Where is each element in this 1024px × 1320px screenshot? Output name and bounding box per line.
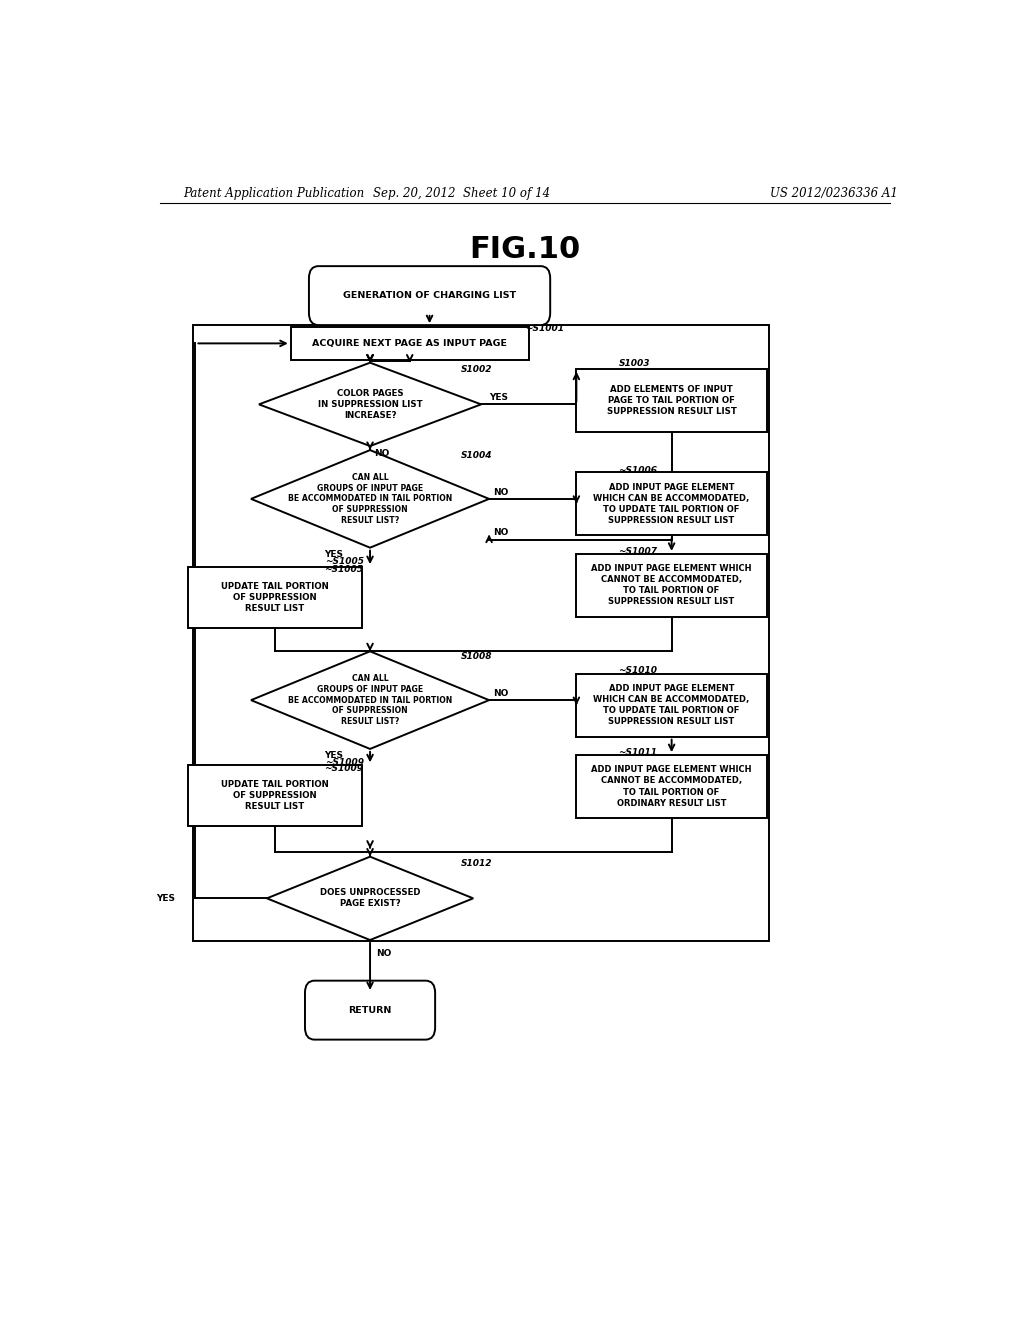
Text: CAN ALL
GROUPS OF INPUT PAGE
BE ACCOMMODATED IN TAIL PORTION
OF SUPPRESSION
RESU: CAN ALL GROUPS OF INPUT PAGE BE ACCOMMOD… xyxy=(288,675,453,726)
Text: DOES UNPROCESSED
PAGE EXIST?: DOES UNPROCESSED PAGE EXIST? xyxy=(319,888,420,908)
Text: FIG.10: FIG.10 xyxy=(469,235,581,264)
FancyBboxPatch shape xyxy=(577,673,767,737)
Text: NO: NO xyxy=(377,949,392,958)
FancyBboxPatch shape xyxy=(187,766,362,826)
Text: Sep. 20, 2012  Sheet 10 of 14: Sep. 20, 2012 Sheet 10 of 14 xyxy=(373,187,550,201)
Text: ~S1010: ~S1010 xyxy=(618,667,657,675)
Text: ~S1001: ~S1001 xyxy=(524,323,564,333)
Text: S1008: S1008 xyxy=(461,652,493,661)
Text: ~S1009: ~S1009 xyxy=(324,764,364,772)
Text: ~S1009: ~S1009 xyxy=(325,758,364,767)
Text: NO: NO xyxy=(374,449,389,458)
Text: NO: NO xyxy=(494,488,509,498)
FancyBboxPatch shape xyxy=(309,267,550,325)
FancyBboxPatch shape xyxy=(291,326,528,360)
Polygon shape xyxy=(251,651,489,748)
Text: RETURN: RETURN xyxy=(348,1006,392,1015)
Text: ~S1005: ~S1005 xyxy=(324,565,364,573)
Text: YES: YES xyxy=(324,751,343,759)
Text: YES: YES xyxy=(157,894,176,903)
Text: ~S1007: ~S1007 xyxy=(618,548,657,556)
Text: ADD INPUT PAGE ELEMENT
WHICH CAN BE ACCOMMODATED,
TO UPDATE TAIL PORTION OF
SUPP: ADD INPUT PAGE ELEMENT WHICH CAN BE ACCO… xyxy=(594,684,750,726)
Text: ~S1011: ~S1011 xyxy=(618,748,657,758)
FancyBboxPatch shape xyxy=(305,981,435,1040)
FancyBboxPatch shape xyxy=(577,368,767,432)
Text: YES: YES xyxy=(489,393,508,401)
Text: ACQUIRE NEXT PAGE AS INPUT PAGE: ACQUIRE NEXT PAGE AS INPUT PAGE xyxy=(312,339,507,348)
Text: ADD ELEMENTS OF INPUT
PAGE TO TAIL PORTION OF
SUPPRESSION RESULT LIST: ADD ELEMENTS OF INPUT PAGE TO TAIL PORTI… xyxy=(606,384,736,416)
Text: Patent Application Publication: Patent Application Publication xyxy=(183,187,365,201)
Text: NO: NO xyxy=(494,689,509,697)
Text: ADD INPUT PAGE ELEMENT WHICH
CANNOT BE ACCOMMODATED,
TO TAIL PORTION OF
ORDINARY: ADD INPUT PAGE ELEMENT WHICH CANNOT BE A… xyxy=(592,766,752,808)
Text: COLOR PAGES
IN SUPPRESSION LIST
INCREASE?: COLOR PAGES IN SUPPRESSION LIST INCREASE… xyxy=(317,389,422,420)
Text: UPDATE TAIL PORTION
OF SUPPRESSION
RESULT LIST: UPDATE TAIL PORTION OF SUPPRESSION RESUL… xyxy=(221,780,329,812)
FancyBboxPatch shape xyxy=(577,473,767,536)
Text: YES: YES xyxy=(324,550,343,560)
Polygon shape xyxy=(251,450,489,548)
Text: GENERATION OF CHARGING LIST: GENERATION OF CHARGING LIST xyxy=(343,292,516,300)
Text: ~S1006: ~S1006 xyxy=(618,466,657,475)
FancyBboxPatch shape xyxy=(577,554,767,616)
Text: ADD INPUT PAGE ELEMENT
WHICH CAN BE ACCOMMODATED,
TO UPDATE TAIL PORTION OF
SUPP: ADD INPUT PAGE ELEMENT WHICH CAN BE ACCO… xyxy=(594,483,750,525)
Text: ADD INPUT PAGE ELEMENT WHICH
CANNOT BE ACCOMMODATED,
TO TAIL PORTION OF
SUPPRESS: ADD INPUT PAGE ELEMENT WHICH CANNOT BE A… xyxy=(592,564,752,606)
FancyBboxPatch shape xyxy=(577,755,767,818)
Text: UPDATE TAIL PORTION
OF SUPPRESSION
RESULT LIST: UPDATE TAIL PORTION OF SUPPRESSION RESUL… xyxy=(221,582,329,612)
Polygon shape xyxy=(267,857,473,940)
Text: S1012: S1012 xyxy=(461,859,493,869)
Text: CAN ALL
GROUPS OF INPUT PAGE
BE ACCOMMODATED IN TAIL PORTION
OF SUPPRESSION
RESU: CAN ALL GROUPS OF INPUT PAGE BE ACCOMMOD… xyxy=(288,473,453,525)
Polygon shape xyxy=(259,363,481,446)
Text: S1004: S1004 xyxy=(461,450,493,459)
Text: ~S1005: ~S1005 xyxy=(325,557,364,566)
Text: NO: NO xyxy=(494,528,509,537)
Text: US 2012/0236336 A1: US 2012/0236336 A1 xyxy=(770,187,898,201)
FancyBboxPatch shape xyxy=(187,568,362,628)
Text: S1003: S1003 xyxy=(618,359,650,368)
Text: S1002: S1002 xyxy=(461,366,493,375)
